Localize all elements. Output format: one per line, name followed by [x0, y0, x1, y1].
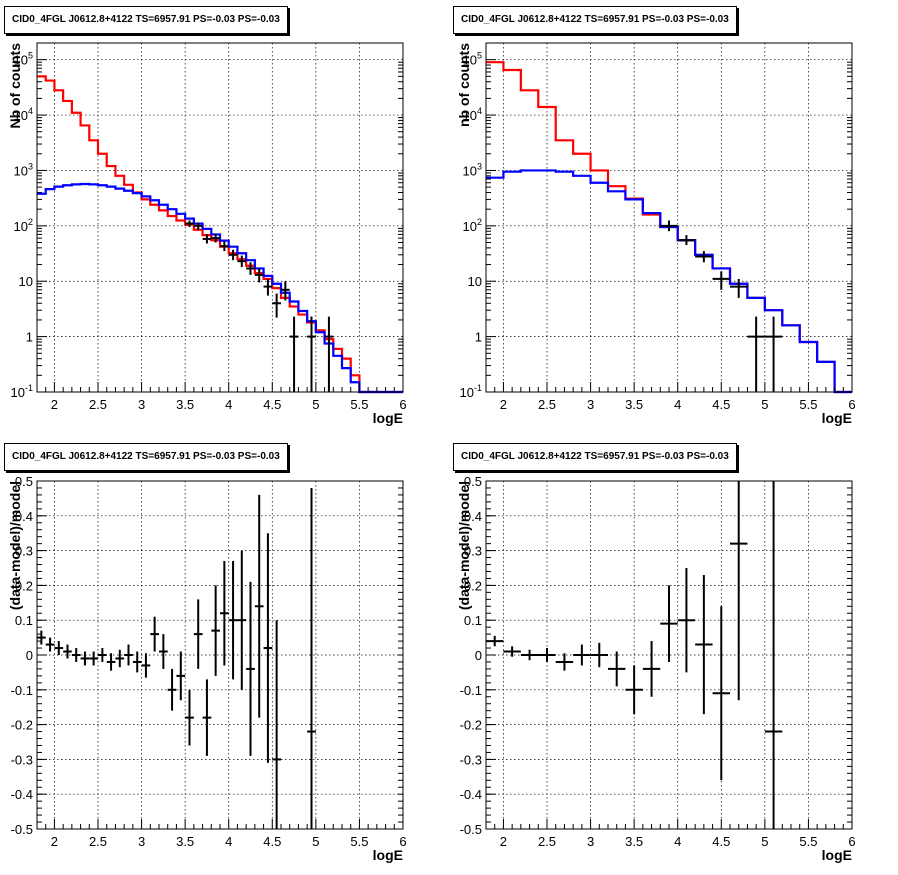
x-tick-label: 4: [674, 397, 681, 412]
y-tick-label: 0.4: [15, 509, 33, 524]
y-tick-label: -0.4: [11, 787, 33, 802]
y-tick-label: -0.1: [460, 683, 482, 698]
plot-frame: [36, 42, 404, 393]
y-tick-label: 0.5: [15, 474, 33, 489]
x-tick-label: 5: [761, 397, 768, 412]
y-tick-label: 0: [475, 648, 482, 663]
y-axis-label: Nb of counts: [7, 43, 23, 129]
x-tick-label: 3: [138, 834, 145, 849]
y-tick-label: 0.1: [464, 613, 482, 628]
y-tick-label: -0.5: [11, 822, 33, 837]
x-tick-label: 5: [312, 834, 319, 849]
y-tick-label: 10: [468, 274, 482, 289]
chart-title: CID0_4FGL J0612.8+4122 TS=6957.91 PS=-0.…: [4, 6, 288, 34]
x-tick-label: 2: [51, 397, 58, 412]
y-tick-label: 0.2: [464, 578, 482, 593]
y-tick-label: 102: [14, 217, 33, 234]
y-tick-label: 102: [463, 217, 482, 234]
x-tick-label: 3.5: [176, 834, 194, 849]
x-tick-label: 5.5: [350, 397, 368, 412]
y-tick-label: 0.4: [464, 509, 482, 524]
y-tick-label: 10-1: [460, 383, 482, 400]
y-tick-label: 0: [26, 648, 33, 663]
y-tick-label: 0.2: [15, 578, 33, 593]
y-tick-label: 105: [463, 51, 482, 68]
x-tick-label: 2.5: [89, 397, 107, 412]
x-tick-label: 4: [674, 834, 681, 849]
y-tick-label: 0.3: [15, 544, 33, 559]
y-axis-label: nb of counts: [456, 43, 472, 127]
chart-title: CID0_4FGL J0612.8+4122 TS=6957.91 PS=-0.…: [453, 443, 737, 471]
x-tick-label: 6: [848, 834, 855, 849]
y-tick-label: 103: [14, 161, 33, 178]
chart-title: CID0_4FGL J0612.8+4122 TS=6957.91 PS=-0.…: [4, 443, 288, 471]
x-tick-label: 2: [51, 834, 58, 849]
x-tick-label: 5.5: [350, 834, 368, 849]
plot-frame: [36, 480, 404, 830]
y-tick-label: 0.3: [464, 544, 482, 559]
y-tick-label: -0.1: [11, 683, 33, 698]
x-tick-label: 5.5: [799, 397, 817, 412]
x-tick-label: 2.5: [89, 834, 107, 849]
x-tick-label: 5: [312, 397, 319, 412]
y-tick-label: -0.3: [460, 752, 482, 767]
series-1-line: [486, 169, 852, 394]
residual-panel-fine-bins: 2 2.5 3 3.5 4 4.5 5 5.5 6 -0.5 -0.4 -0.3 -0.2 -0.1 0 0.…: [0, 437, 449, 874]
y-tick-label: 1: [475, 330, 482, 345]
x-tick-label: 4.5: [263, 397, 281, 412]
x-tick-label: 5.5: [799, 834, 817, 849]
x-axis-label: logE: [373, 847, 403, 863]
y-tick-label: -0.4: [460, 787, 482, 802]
y-tick-label: 10-1: [11, 383, 33, 400]
counts-panel-coarse-bins: 2 2.5 3 3.5 4 4.5 5 5.5 6 10-1 1 10 102 103 104 105 logE…: [449, 0, 898, 437]
residual-chart-fine: 2 2.5 3 3.5 4 4.5 5 5.5 6 -0.5 -0.4 -0.3 -0.2 -0.1 0 0.…: [7, 474, 407, 863]
x-tick-label: 4: [225, 397, 232, 412]
counts-chart-coarse: 2 2.5 3 3.5 4 4.5 5 5.5 6 10-1 1 10 102 103 104 105 logE…: [456, 42, 856, 426]
y-tick-label: 10: [19, 274, 33, 289]
counts-panel-fine-bins: 2 2.5 3 3.5 4 4.5 5 5.5 6 10-1 1 10 102 103 104 105 logE…: [0, 0, 449, 437]
plot-frame: [485, 42, 853, 393]
x-tick-label: 4.5: [263, 834, 281, 849]
x-tick-label: 2.5: [538, 834, 556, 849]
x-tick-label: 3: [138, 397, 145, 412]
x-tick-label: 3.5: [625, 397, 643, 412]
x-tick-label: 6: [399, 397, 406, 412]
y-tick-label: -0.2: [11, 718, 33, 733]
residual-chart-coarse: 2 2.5 3 3.5 4 4.5 5 5.5 6 -0.5 -0.4 -0.3 -0.2 -0.1 0 0.…: [456, 474, 856, 863]
x-tick-label: 2: [500, 834, 507, 849]
y-tick-label: 104: [14, 106, 33, 123]
x-tick-label: 3: [587, 834, 594, 849]
x-tick-label: 3.5: [625, 834, 643, 849]
y-tick-label: -0.3: [11, 752, 33, 767]
y-tick-label: 105: [14, 51, 33, 68]
residual-panel-coarse-bins: 2 2.5 3 3.5 4 4.5 5 5.5 6 -0.5 -0.4 -0.3 -0.2 -0.1 0 0.…: [449, 437, 898, 874]
x-axis-label: logE: [373, 410, 403, 426]
y-tick-label: 103: [463, 161, 482, 178]
y-axis-label: (data-model)/model: [7, 481, 23, 610]
x-tick-label: 5: [761, 834, 768, 849]
x-tick-label: 3.5: [176, 397, 194, 412]
y-tick-label: -0.2: [460, 718, 482, 733]
x-tick-label: 3: [587, 397, 594, 412]
y-tick-label: 0.1: [15, 613, 33, 628]
chart-title: CID0_4FGL J0612.8+4122 TS=6957.91 PS=-0.…: [453, 6, 737, 34]
x-tick-label: 2.5: [538, 397, 556, 412]
series-1-line: [37, 182, 403, 394]
counts-chart-fine: 2 2.5 3 3.5 4 4.5 5 5.5 6 10-1 1 10 102 103 104 105 logE…: [7, 42, 407, 426]
y-tick-label: 1: [26, 330, 33, 345]
x-tick-label: 4.5: [712, 397, 730, 412]
y-tick-label: -0.5: [460, 822, 482, 837]
x-tick-label: 4.5: [712, 834, 730, 849]
y-axis-label: (data-model)/model: [456, 481, 472, 610]
x-tick-label: 6: [399, 834, 406, 849]
x-axis-label: logE: [822, 410, 852, 426]
y-tick-label: 104: [463, 106, 482, 123]
y-tick-label: 0.5: [464, 474, 482, 489]
x-axis-label: logE: [822, 847, 852, 863]
x-tick-label: 6: [848, 397, 855, 412]
x-tick-label: 2: [500, 397, 507, 412]
x-tick-label: 4: [225, 834, 232, 849]
